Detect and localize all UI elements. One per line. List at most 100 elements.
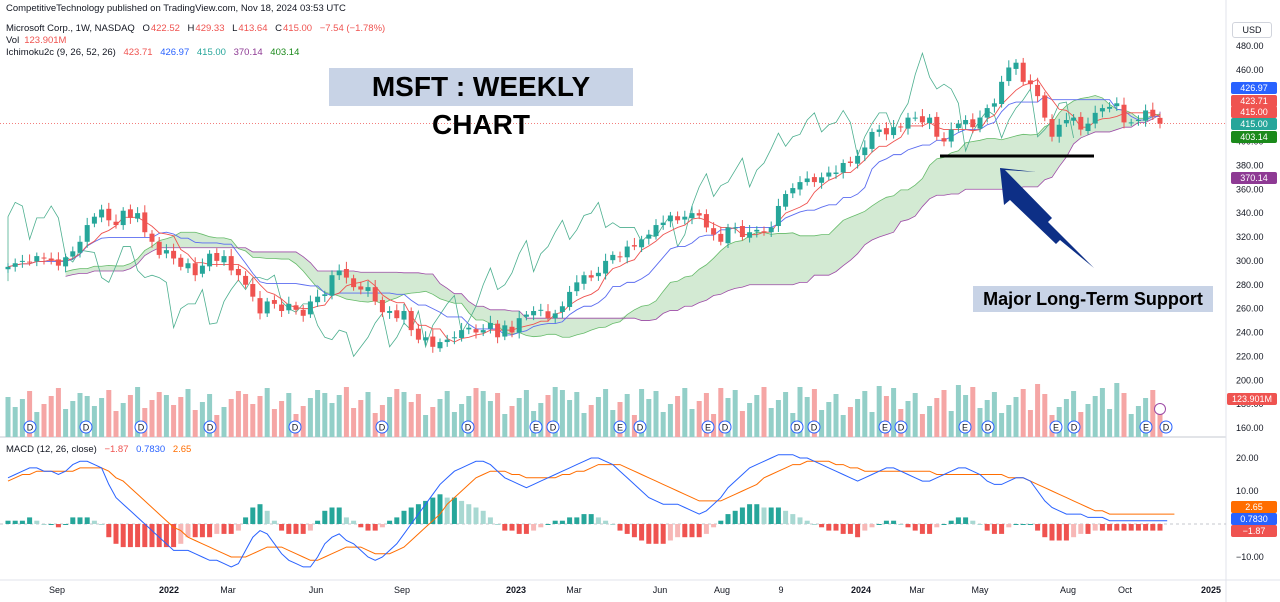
corporate-event-label: D	[637, 423, 644, 433]
macd-histogram-bar	[48, 524, 54, 525]
corporate-event-marker	[878, 420, 892, 434]
volume-bar	[862, 391, 868, 437]
macd-histogram-bar	[1114, 524, 1120, 531]
volume-bar	[257, 396, 263, 437]
volume-bar	[783, 392, 789, 437]
corporate-event-marker	[1067, 420, 1081, 434]
volume-bar	[1107, 409, 1113, 437]
candle-body	[394, 310, 400, 319]
volume-bar	[891, 388, 897, 437]
candle-body	[70, 251, 76, 257]
corporate-event-label: E	[1143, 423, 1149, 433]
volume-bar	[876, 386, 882, 437]
volume-bar	[639, 389, 645, 437]
candle-body	[379, 300, 385, 313]
candle-body	[135, 213, 141, 219]
volume-bar	[322, 393, 328, 437]
macd-histogram-bar	[934, 524, 940, 528]
candle-body	[1121, 104, 1127, 123]
symbol-legend: Microsoft Corp., 1W, NASDAQ O422.52 H429…	[6, 23, 386, 34]
candle-body	[243, 275, 249, 285]
volume-bar	[70, 401, 76, 437]
volume-bar	[459, 404, 465, 437]
macd-histogram-bar	[1042, 524, 1048, 538]
volume-bar	[163, 395, 169, 437]
candle-body	[725, 227, 731, 244]
time-tick-label: Oct	[1118, 585, 1133, 595]
macd-histogram-bar	[732, 510, 738, 524]
volume-bar	[12, 407, 18, 437]
currency-button[interactable]: USD	[1232, 22, 1272, 38]
corporate-event-label: D	[83, 423, 90, 433]
candle-body	[142, 212, 148, 233]
volume-bar	[689, 409, 695, 437]
candle-body	[588, 275, 594, 278]
candle-body	[667, 215, 673, 222]
volume-bar	[127, 395, 133, 437]
volume-bar	[927, 406, 933, 437]
candle-body	[581, 275, 587, 284]
volume-bar	[840, 415, 846, 437]
corporate-event-label: D	[550, 423, 557, 433]
macd-histogram-bar	[235, 524, 241, 531]
volume-bar	[192, 410, 198, 437]
candle-body	[912, 117, 918, 119]
macd-histogram-bar	[1020, 524, 1026, 525]
price-badge: 370.14	[1231, 172, 1277, 184]
candle-body	[221, 256, 227, 263]
macd-histogram-bar	[473, 507, 479, 524]
macd-histogram-bar	[315, 520, 321, 524]
macd-histogram-bar	[948, 520, 954, 524]
publisher-line: CompetitiveTechnology published on Tradi…	[6, 3, 346, 14]
candle-body	[559, 306, 565, 312]
volume-bar	[1013, 397, 1019, 437]
volume-bar	[279, 401, 285, 437]
volume-bar	[581, 413, 587, 437]
volume-bar	[1027, 410, 1033, 437]
candle-body	[459, 330, 465, 338]
macd-histogram-bar	[487, 517, 493, 524]
macd-histogram-bar	[804, 520, 810, 524]
candle-body	[595, 272, 601, 277]
candle-body	[84, 225, 90, 242]
candle-body	[747, 232, 753, 238]
volume-bar	[610, 410, 616, 437]
candle-body	[372, 287, 378, 302]
candle-body	[905, 117, 911, 129]
macd-histogram-bar	[595, 517, 601, 524]
low-value: 413.64	[238, 23, 268, 34]
macd-badge: 2.65	[1231, 501, 1277, 513]
candle-body	[502, 325, 508, 337]
volume-bar	[358, 400, 364, 437]
candle-body	[631, 245, 637, 247]
volume-bar	[797, 387, 803, 437]
candle-body	[466, 327, 472, 330]
candle-body	[991, 103, 997, 107]
corporate-event-label: D	[898, 423, 905, 433]
candle-body	[617, 256, 623, 258]
corporate-event-label: D	[27, 423, 34, 433]
volume-bar	[315, 390, 321, 437]
candle-body	[711, 228, 717, 235]
macd-histogram-bar	[135, 524, 141, 548]
candle-body	[178, 257, 184, 267]
corporate-event-label: D	[722, 423, 729, 433]
macd-histogram-bar	[300, 524, 306, 534]
volume-bar	[91, 406, 97, 437]
corporate-event-marker	[79, 420, 93, 434]
candle-body	[495, 323, 501, 338]
volume-bar	[660, 412, 666, 437]
macd-histogram-bar	[163, 524, 169, 548]
candle-body	[610, 254, 616, 261]
macd-histogram-bar	[682, 524, 688, 538]
candle-body	[567, 291, 573, 307]
volume-bar	[1121, 393, 1127, 437]
macd-histogram-bar	[185, 524, 191, 538]
macd-histogram-bar	[286, 524, 292, 534]
macd-histogram-bar	[675, 524, 681, 538]
high-value: 429.33	[195, 23, 225, 34]
macd-histogram-bar	[999, 524, 1005, 534]
macd-histogram-bar	[912, 524, 918, 531]
volume-bar	[178, 397, 184, 437]
macd-histogram-bar	[811, 524, 817, 525]
